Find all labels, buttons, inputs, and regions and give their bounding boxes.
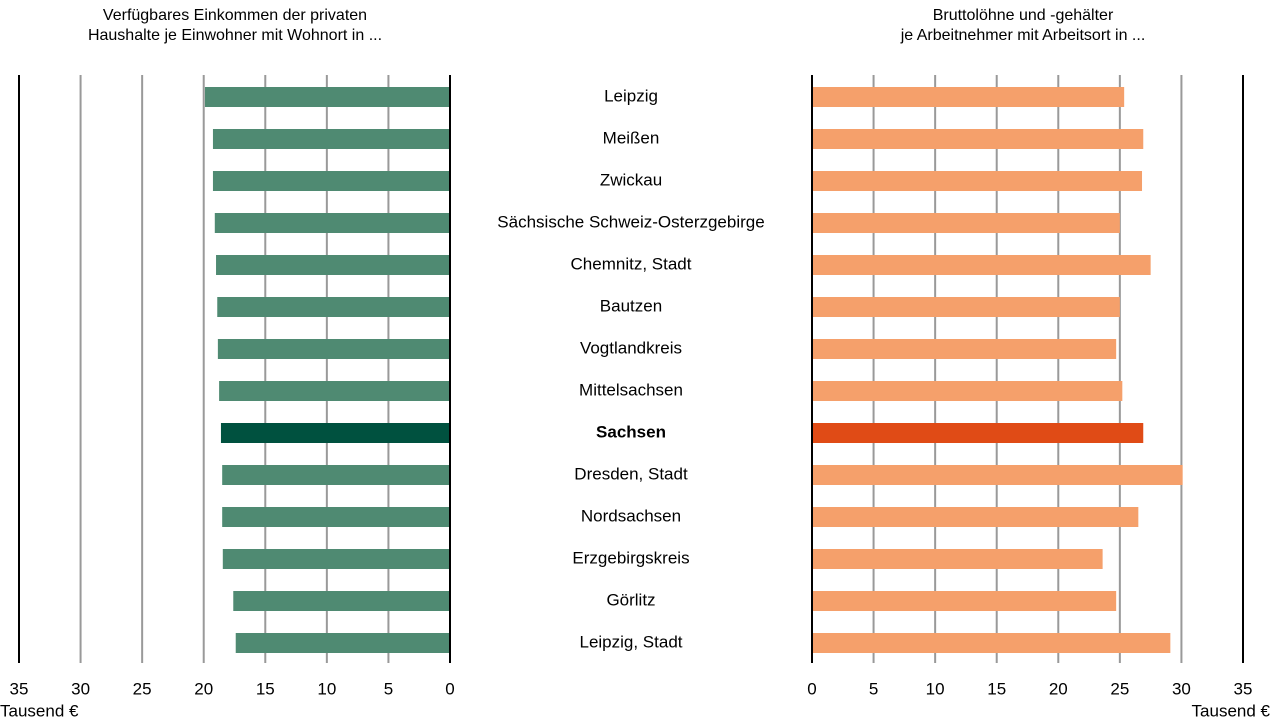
x-tick-label: 15: [256, 679, 275, 698]
x-tick-label: 35: [1234, 679, 1253, 698]
bar: [212, 171, 450, 191]
category-label: Zwickau: [600, 170, 662, 189]
bar: [222, 549, 450, 569]
bar: [216, 255, 450, 275]
x-tick-label: 0: [445, 679, 454, 698]
category-label: Dresden, Stadt: [574, 464, 688, 483]
x-tick-label: 20: [194, 679, 213, 698]
bar: [812, 423, 1144, 443]
x-tick-label: 5: [384, 679, 393, 698]
category-label: Nordsachsen: [581, 506, 681, 525]
x-tick-label: 35: [10, 679, 29, 698]
bar: [812, 255, 1151, 275]
bar: [812, 633, 1171, 653]
category-label: Leipzig: [604, 86, 658, 105]
bar: [214, 213, 450, 233]
category-label: Meißen: [603, 128, 660, 147]
x-tick-label: 25: [133, 679, 152, 698]
category-label: Vogtlandkreis: [580, 338, 682, 357]
category-label: Görlitz: [606, 590, 655, 609]
bar: [812, 171, 1143, 191]
x-axis-label: Tausend €: [0, 701, 79, 720]
category-label: Leipzig, Stadt: [579, 632, 682, 651]
bar: [235, 633, 450, 653]
left-title: Verfügbares Einkommen der privaten Haush…: [87, 7, 383, 44]
category-label: Sächsische Schweiz-Osterzgebirge: [497, 212, 764, 231]
x-tick-label: 30: [1172, 679, 1191, 698]
bar: [217, 297, 450, 317]
x-tick-label: 15: [987, 679, 1006, 698]
x-tick-label: 5: [869, 679, 878, 698]
bar: [204, 87, 450, 107]
bar: [222, 507, 450, 527]
x-tick-label: 30: [71, 679, 90, 698]
bar: [812, 507, 1139, 527]
bar: [812, 297, 1120, 317]
bar: [212, 129, 450, 149]
bar: [217, 339, 450, 359]
x-tick-label: 0: [807, 679, 816, 698]
category-label: Chemnitz, Stadt: [571, 254, 692, 273]
category-label: Mittelsachsen: [579, 380, 683, 399]
x-tick-label: 10: [926, 679, 945, 698]
x-axis-label: Tausend €: [1192, 701, 1270, 720]
bar: [812, 129, 1144, 149]
bar: [812, 87, 1125, 107]
bar: [812, 549, 1103, 569]
bar: [812, 213, 1120, 233]
category-label: Bautzen: [600, 296, 662, 315]
x-tick-label: 10: [317, 679, 336, 698]
category-label: Erzgebirgskreis: [572, 548, 689, 567]
bar: [222, 465, 450, 485]
bar: [233, 591, 450, 611]
bar: [812, 339, 1117, 359]
bar: [812, 381, 1123, 401]
x-tick-label: 20: [1049, 679, 1068, 698]
bar: [219, 381, 450, 401]
category-label: Sachsen: [596, 422, 666, 441]
bar: [220, 423, 450, 443]
bar: [812, 465, 1183, 485]
bar: [812, 591, 1117, 611]
x-tick-label: 25: [1110, 679, 1129, 698]
right-title: Bruttolöhne und -gehälter je Arbeitnehme…: [900, 7, 1146, 44]
